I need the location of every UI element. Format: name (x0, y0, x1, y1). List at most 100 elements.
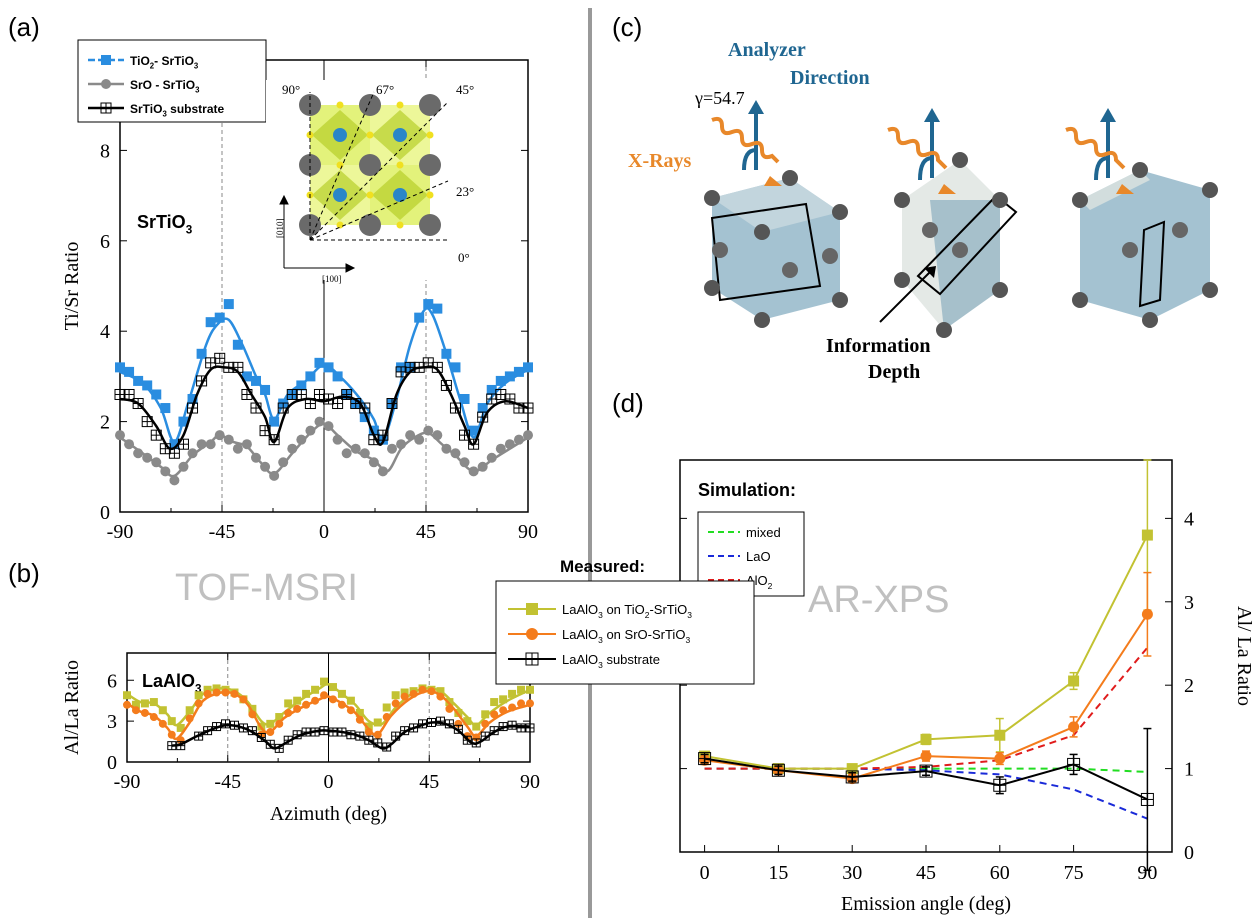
data-point (920, 750, 932, 762)
data-point (373, 730, 382, 739)
data-point (450, 448, 461, 459)
data-point (328, 727, 338, 737)
data-point (123, 691, 131, 700)
data-point (1068, 721, 1080, 733)
data-point (251, 375, 261, 386)
data-point (337, 689, 346, 698)
data-point (698, 752, 712, 766)
sample-label: SrTiO3 (137, 212, 193, 236)
data-point (1141, 529, 1153, 541)
data-point (364, 735, 374, 745)
data-point (221, 688, 230, 697)
data-point (248, 704, 257, 713)
data-point (400, 688, 409, 697)
data-point (463, 717, 472, 726)
data-point (124, 366, 135, 377)
data-point (277, 402, 289, 414)
data-point (341, 388, 353, 400)
data-point (295, 388, 307, 400)
x-axis-label: Emission angle (deg) (841, 893, 1011, 915)
data-point (504, 439, 515, 450)
y-axis-label: Al/ La Ratio (1233, 606, 1255, 706)
data-point (368, 425, 379, 436)
crystal-cube-1 (704, 170, 848, 328)
data-point (203, 689, 212, 698)
data-point (265, 739, 275, 749)
data-point (444, 719, 454, 729)
data-point (423, 425, 434, 436)
data-point (311, 696, 320, 705)
info-depth-line1: Information (826, 335, 930, 357)
y-tick-label: 2 (1184, 675, 1194, 697)
info-depth-pointer-head (924, 266, 936, 278)
data-point (169, 439, 180, 450)
data-point (525, 723, 535, 733)
data-point (486, 452, 497, 463)
inset-angle-0: 0° (458, 250, 470, 265)
data-point (508, 689, 517, 698)
data-point (364, 728, 373, 737)
data-point (223, 361, 235, 373)
legend-marker (100, 102, 112, 114)
data-point (427, 687, 436, 696)
x-tick-label: 45 (916, 862, 936, 884)
inset-axis-100: [100] (322, 274, 342, 284)
data-point (377, 429, 389, 441)
data-point (232, 443, 243, 454)
data-point (418, 685, 427, 694)
data-point (230, 689, 239, 698)
data-point (445, 704, 454, 713)
data-point (241, 388, 253, 400)
data-point (203, 726, 213, 736)
data-point (355, 708, 364, 717)
data-point (472, 722, 481, 731)
legend-marker (101, 79, 111, 89)
data-point (124, 439, 135, 450)
analyzer-arrows (742, 110, 1110, 181)
data-point (212, 684, 221, 693)
y-tick-label: 3 (107, 711, 117, 733)
data-point (382, 742, 392, 752)
data-point (432, 430, 443, 441)
data-point (260, 384, 271, 395)
data-point (284, 699, 293, 708)
data-point (468, 438, 480, 450)
data-point (517, 685, 526, 694)
series-1 (115, 416, 533, 486)
x-tick-label: -45 (214, 771, 241, 793)
data-point (993, 778, 1007, 792)
xps-geometry-schematic: Analyzer Direction γ=54.7 X-Rays Informa… (628, 39, 1218, 383)
data-point (920, 733, 932, 745)
data-point (284, 708, 293, 717)
data-point (391, 699, 400, 708)
data-point (223, 299, 234, 310)
data-point (158, 719, 167, 728)
data-point (477, 411, 489, 423)
data-point (396, 439, 407, 450)
data-point (221, 719, 231, 729)
data-point (435, 716, 445, 726)
data-point (350, 443, 361, 454)
data-point (490, 710, 499, 719)
chart-d: 0 15 30 45 60 75 90 0 1 2 3 4 Emission angle (deg) Al… (495, 459, 1255, 915)
lattice-axes (279, 194, 356, 273)
data-point (481, 719, 490, 728)
data-point (302, 689, 311, 698)
data-point (454, 719, 463, 728)
data-point (845, 770, 859, 784)
data-point (187, 394, 198, 404)
data-point (214, 352, 226, 364)
x-tick-label: 75 (1064, 862, 1084, 884)
series-2 (167, 716, 535, 753)
data-point (391, 691, 400, 700)
data-point (508, 703, 517, 712)
sim-legend-label: LaO (746, 549, 771, 564)
data-point (337, 727, 347, 737)
y-tick-label: 8 (100, 140, 110, 162)
data-point (313, 388, 325, 400)
data-point (516, 723, 526, 733)
data-point (499, 706, 508, 715)
data-point (513, 434, 524, 445)
chart-a: -90 -45 0 45 90 0 2 4 6 8 Ti/Sr Ratio SrTiO3 TiO2- S… (61, 39, 538, 543)
